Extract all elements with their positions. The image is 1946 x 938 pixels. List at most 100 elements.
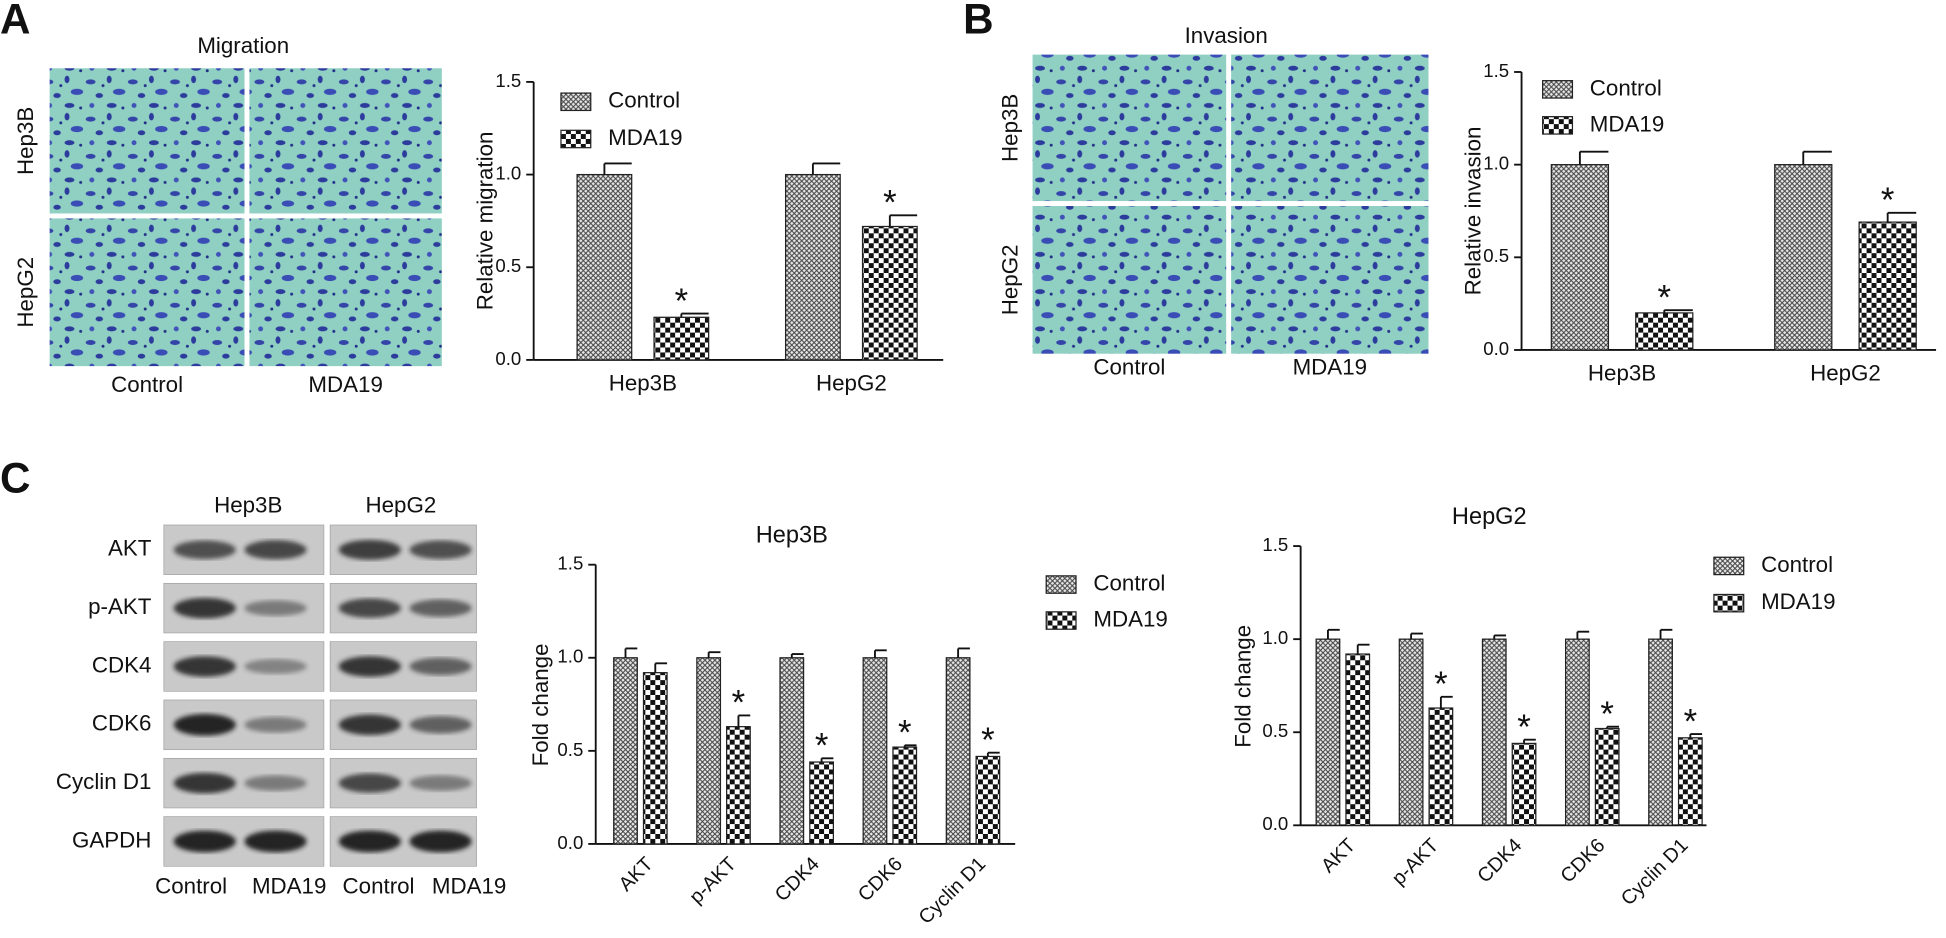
row-label: Hep3B [13, 107, 38, 175]
significance-mark: * [732, 685, 746, 723]
micrograph-image [249, 218, 442, 367]
blot-row-label: AKT [108, 536, 152, 561]
significance-mark: * [815, 728, 829, 766]
x-tick-label: AKT [1317, 834, 1360, 877]
micrograph-image [49, 218, 245, 367]
x-tick-label: Cyclin D1 [1617, 834, 1693, 910]
bar [576, 173, 633, 361]
row-label: HepG2 [997, 244, 1022, 315]
legend-label: Control [608, 88, 680, 113]
chart-title: HepG2 [1452, 503, 1527, 529]
x-tick-label: CDK6 [854, 853, 907, 906]
blot-band [173, 656, 236, 677]
x-tick-label: p-AKT [685, 853, 740, 908]
y-axis-label: Relative invasion [1460, 127, 1485, 296]
significance-mark: * [1434, 666, 1448, 704]
significance-mark: * [981, 722, 995, 760]
bar [1345, 653, 1371, 826]
micrograph-title: Invasion [1185, 23, 1268, 48]
bar [642, 672, 668, 845]
significance-mark: * [883, 185, 897, 223]
legend-swatch [1542, 80, 1574, 99]
blot-band [173, 540, 236, 560]
error-bar [986, 751, 1000, 757]
error-bar [1578, 150, 1609, 165]
error-bar [1356, 643, 1370, 655]
y-tick-label: 0.0 [557, 832, 583, 853]
bar [862, 657, 888, 845]
legend-label: MDA19 [608, 125, 682, 150]
error-bar [1493, 634, 1507, 640]
blot-band [244, 540, 307, 560]
x-tick-label: CDK4 [1473, 834, 1526, 887]
y-axis-label: Fold change [1231, 625, 1256, 748]
error-bar [1663, 309, 1693, 313]
bar [809, 761, 835, 845]
significance-mark: * [1881, 182, 1895, 220]
significance-mark: * [1600, 696, 1614, 734]
bar [1594, 727, 1620, 826]
blot-header: Hep3B [214, 492, 282, 517]
bar [726, 726, 751, 845]
error-bar [1410, 632, 1423, 640]
blot-band [409, 775, 472, 791]
y-axis-label: Relative migration [472, 132, 497, 311]
blot-band [338, 773, 401, 793]
legend-label: MDA19 [1093, 606, 1167, 631]
error-bar [903, 744, 917, 748]
row-label: HepG2 [13, 257, 38, 328]
error-bar [654, 662, 668, 673]
legend-swatch [560, 92, 592, 112]
y-tick-label: 1.0 [1483, 153, 1509, 174]
bar [975, 755, 1001, 845]
bar [1315, 638, 1341, 826]
y-tick-label: 0.5 [557, 739, 583, 760]
bar [1511, 742, 1537, 826]
blot-band [244, 775, 307, 791]
y-tick-label: 1.0 [495, 162, 521, 183]
micrograph-image [1231, 206, 1429, 354]
error-bar [1327, 628, 1340, 640]
x-tick-label: CDK4 [771, 853, 824, 906]
error-bar [811, 162, 841, 175]
bar [861, 225, 918, 361]
blot-band [173, 772, 236, 794]
x-tick-label: HepG2 [1810, 361, 1881, 386]
bar [613, 657, 638, 845]
legend-swatch [1713, 556, 1745, 576]
blot-lane-label: Control [343, 873, 415, 898]
bar [945, 657, 971, 845]
error-bar [1576, 630, 1590, 640]
legend-swatch [1713, 593, 1745, 613]
error-bar [680, 312, 709, 318]
y-tick-label: 0.5 [1262, 720, 1288, 741]
legend-swatch [1045, 611, 1077, 630]
blot-band [409, 657, 472, 676]
bar [1858, 221, 1917, 351]
bar [696, 657, 722, 845]
chart-title: Hep3B [756, 521, 828, 547]
legend-label: MDA19 [1761, 589, 1835, 614]
bar [1564, 638, 1590, 826]
blot-band [244, 600, 307, 616]
y-tick-label: 1.5 [495, 70, 521, 91]
column-label: Control [1093, 355, 1165, 380]
micrograph-title: Migration [197, 33, 289, 58]
x-tick-label: p-AKT [1388, 834, 1443, 889]
blot-band [244, 717, 307, 733]
blot-lane-label: Control [155, 873, 227, 898]
significance-mark: * [1517, 709, 1531, 747]
blot-band [409, 716, 472, 734]
error-bar [1606, 725, 1619, 729]
y-tick-label: 0.0 [1262, 813, 1288, 834]
legend-swatch [560, 129, 592, 149]
blot-row-label: CDK4 [92, 652, 152, 677]
y-axis-label: Fold change [528, 643, 553, 766]
column-label: Control [111, 372, 183, 397]
blot-band [244, 659, 307, 674]
blot-band [338, 714, 401, 736]
bar [784, 173, 841, 361]
bar [1481, 638, 1507, 826]
